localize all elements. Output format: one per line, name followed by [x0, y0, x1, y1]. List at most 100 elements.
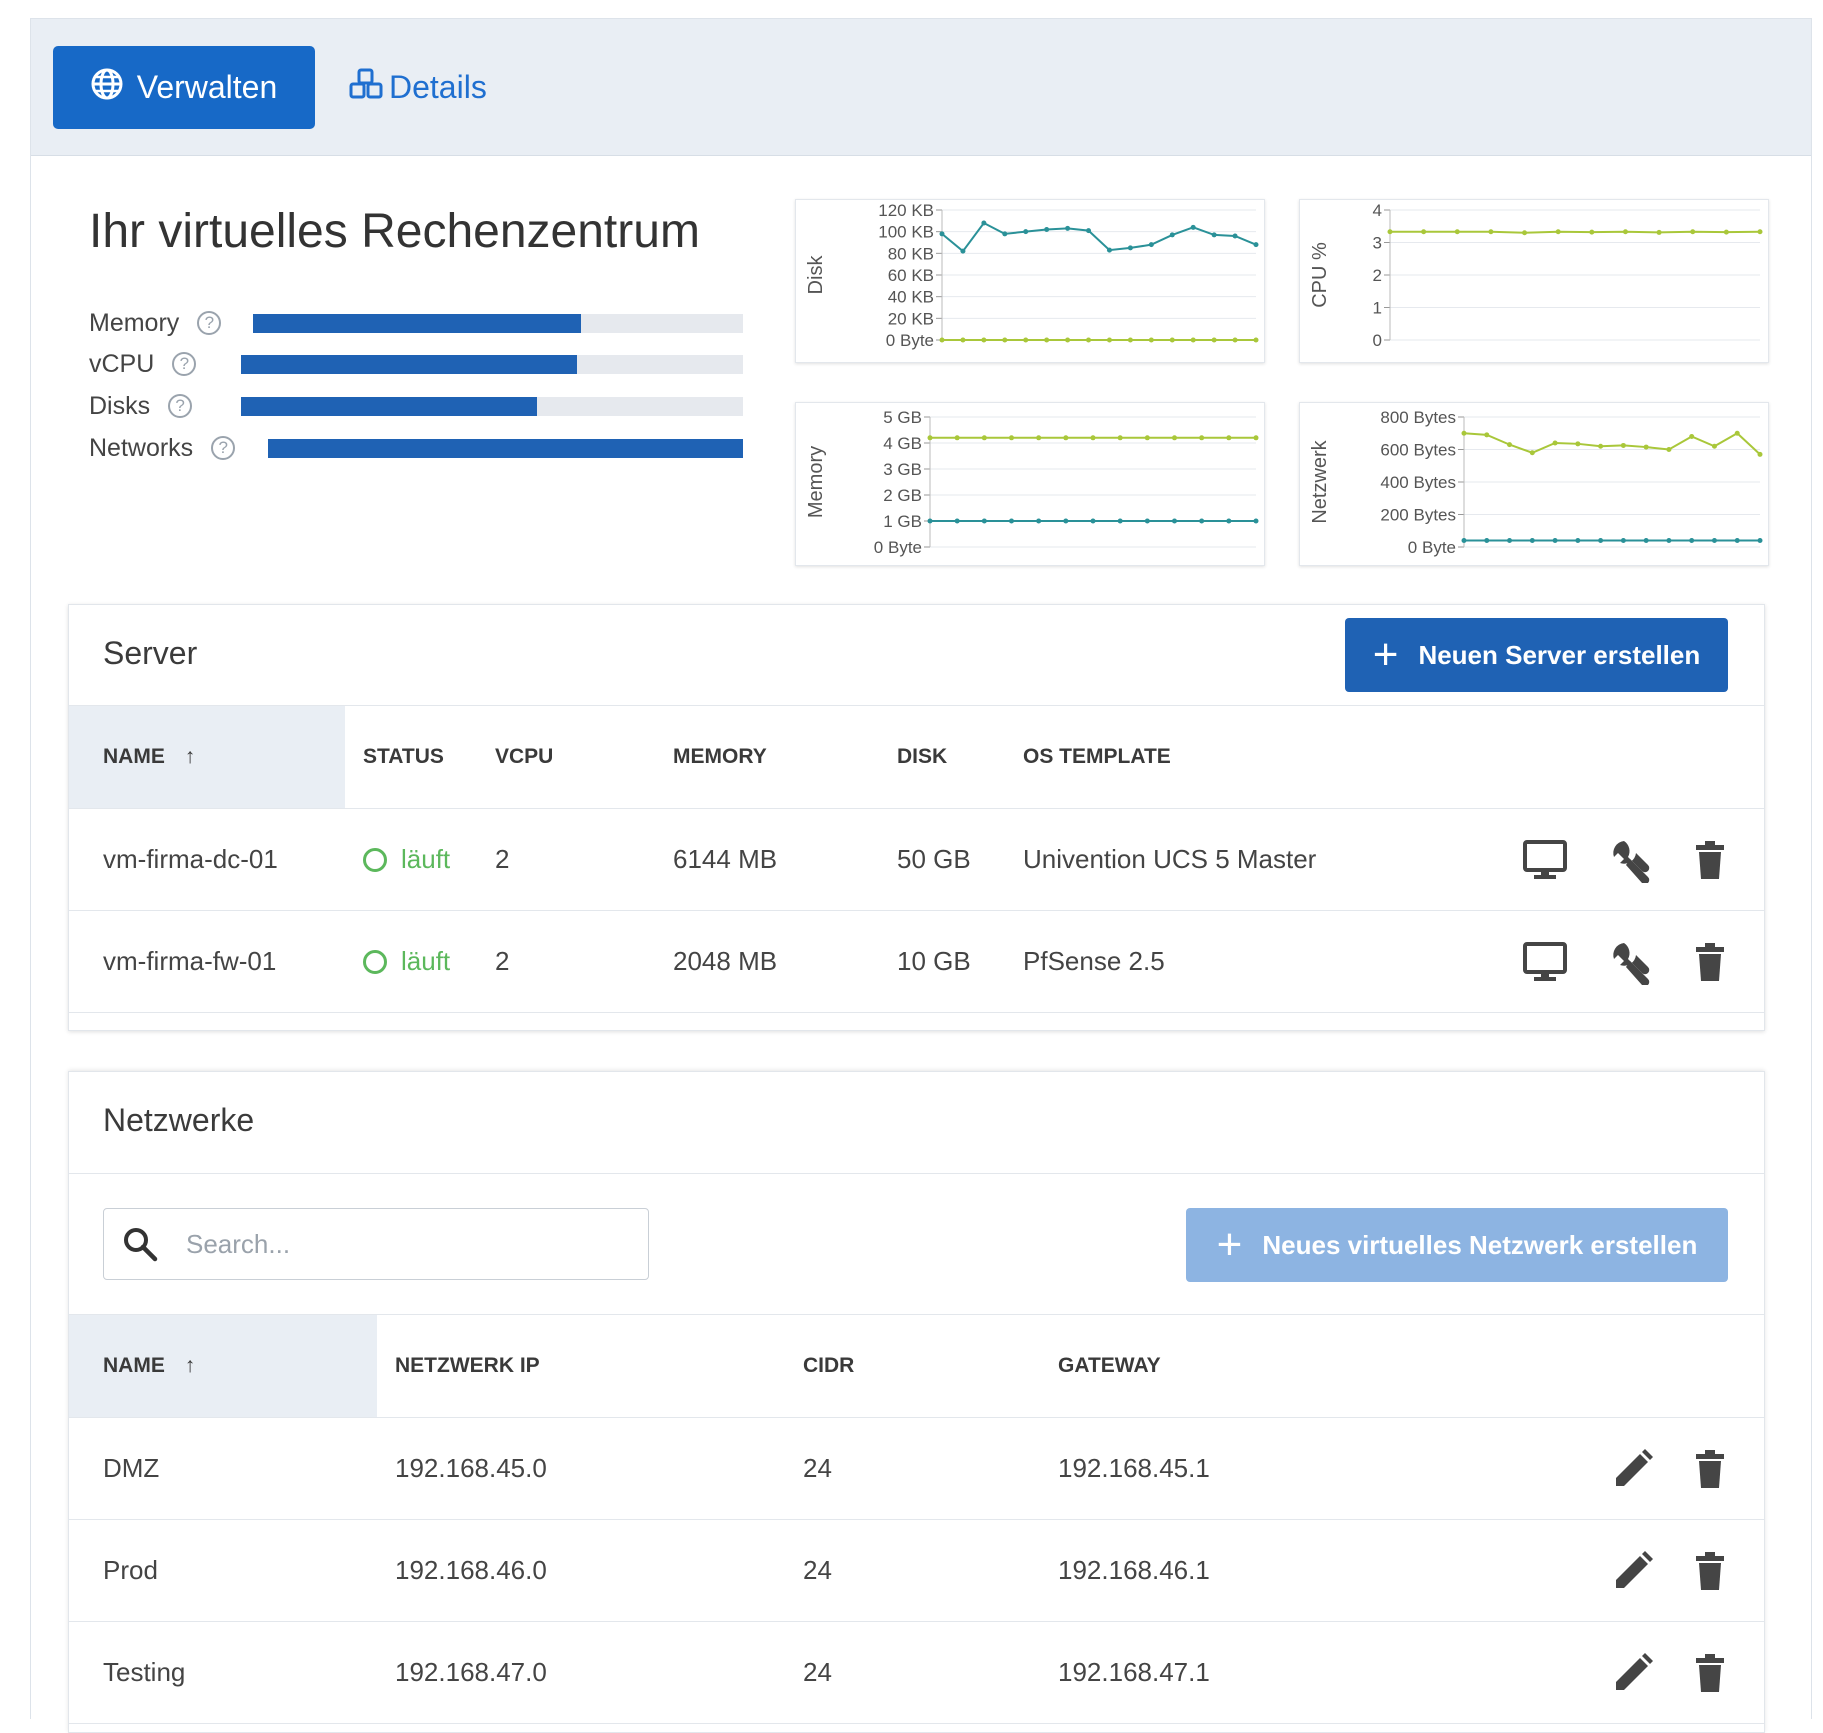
- table-row[interactable]: Prod 192.168.46.0 24 192.168.46.1: [69, 1519, 1764, 1622]
- table-row[interactable]: Testing 192.168.47.0 24 192.168.47.1: [69, 1621, 1764, 1724]
- cubes-icon: [349, 68, 383, 108]
- server-name[interactable]: vm-firma-fw-01: [69, 910, 345, 1013]
- page-title: Ihr virtuelles Rechenzentrum: [89, 205, 700, 258]
- network-name[interactable]: DMZ: [69, 1417, 377, 1520]
- data-point: [1023, 337, 1029, 343]
- table-row[interactable]: DMZ 192.168.45.0 24 192.168.45.1: [69, 1417, 1764, 1520]
- server-name[interactable]: vm-firma-dc-01: [69, 808, 345, 911]
- tick-label: 100 KB: [878, 223, 934, 242]
- vcpu-usage-fill: [241, 355, 578, 374]
- column-header-disk[interactable]: DISK: [897, 705, 1023, 809]
- data-point: [1723, 229, 1729, 235]
- create-server-button[interactable]: + Neuen Server erstellen: [1345, 618, 1728, 692]
- question-circle-icon[interactable]: ?: [168, 394, 193, 418]
- data-point: [1522, 230, 1528, 236]
- data-point: [954, 435, 960, 441]
- table-row[interactable]: vm-firma-fw-01 läuft 2 2048 MB 10 GB PfS…: [69, 910, 1764, 1013]
- trash-icon[interactable]: [1694, 1653, 1726, 1693]
- data-point: [1421, 229, 1427, 235]
- data-point: [1689, 538, 1695, 543]
- disk-chart: Disk 120 KB 100 KB 80 KB 60 KB 40 KB 20 KB 0 By…: [795, 199, 1265, 363]
- trash-icon[interactable]: [1694, 942, 1726, 982]
- data-point: [981, 435, 987, 441]
- column-header-cidr[interactable]: CIDR: [803, 1314, 1058, 1418]
- tick-label: 3: [1373, 234, 1382, 253]
- plus-icon: +: [1216, 1220, 1243, 1269]
- data-point: [1232, 233, 1238, 239]
- arrow-up-icon: ↑: [184, 1354, 196, 1377]
- trash-icon[interactable]: [1694, 840, 1726, 880]
- create-network-button[interactable]: + Neues virtuelles Netzwerk erstellen: [1186, 1208, 1728, 1282]
- tick-label: 800 Bytes: [1380, 408, 1456, 427]
- tick-label: 5 GB: [883, 408, 922, 427]
- question-circle-icon[interactable]: ?: [211, 436, 236, 460]
- data-point: [1199, 518, 1205, 524]
- question-circle-icon[interactable]: ?: [172, 352, 197, 376]
- data-point: [981, 337, 987, 343]
- network-name[interactable]: Testing: [69, 1621, 377, 1724]
- column-header-gateway[interactable]: GATEWAY: [1058, 1314, 1418, 1418]
- row-actions: [1418, 1519, 1764, 1622]
- data-point: [1086, 337, 1092, 343]
- series-line: [1463, 432, 1761, 456]
- monitor-icon[interactable]: [1522, 839, 1568, 881]
- search-input[interactable]: [184, 1227, 628, 1261]
- create-server-label: Neuen Server erstellen: [1418, 639, 1701, 670]
- tab-verwalten[interactable]: Verwalten: [53, 46, 315, 129]
- tab-details[interactable]: Details: [349, 46, 487, 129]
- data-point: [1065, 225, 1071, 231]
- network-chart: Netzwerk 800 Bytes 600 Bytes 400 Bytes 200 B…: [1299, 402, 1769, 566]
- data-point: [1656, 229, 1662, 235]
- data-point: [1589, 229, 1595, 235]
- wrench-icon[interactable]: [1608, 837, 1654, 883]
- monitor-icon[interactable]: [1522, 941, 1568, 983]
- pencil-icon[interactable]: [1612, 1550, 1654, 1592]
- resource-label: Memory: [89, 308, 180, 337]
- table-header-row: NAME ↑ NETZWERK IP CIDR GATEWAY: [69, 1314, 1764, 1418]
- data-point: [939, 337, 945, 343]
- data-point: [1199, 435, 1205, 441]
- data-point: [1211, 337, 1217, 343]
- table-row[interactable]: vm-firma-dc-01 läuft 2 6144 MB 50 GB Uni…: [69, 808, 1764, 911]
- resource-networks: Networks ?: [89, 431, 236, 465]
- pencil-icon[interactable]: [1612, 1448, 1654, 1490]
- search-field[interactable]: [103, 1208, 649, 1280]
- network-gateway: 192.168.46.1: [1058, 1519, 1418, 1622]
- networks-table: NAME ↑ NETZWERK IP CIDR GATEWAY DMZ 192.…: [69, 1314, 1764, 1724]
- column-header-actions: [1403, 705, 1764, 809]
- tick-label: 200 Bytes: [1380, 506, 1456, 525]
- wrench-icon[interactable]: [1608, 939, 1654, 985]
- data-point: [1734, 538, 1740, 543]
- trash-icon[interactable]: [1694, 1551, 1726, 1591]
- data-point: [1144, 435, 1150, 441]
- column-header-status[interactable]: STATUS: [345, 705, 495, 809]
- pencil-icon[interactable]: [1612, 1652, 1654, 1694]
- column-header-vcpu[interactable]: VCPU: [495, 705, 673, 809]
- data-point: [1226, 435, 1232, 441]
- column-header-name[interactable]: NAME ↑: [69, 1314, 377, 1418]
- chart-svg: Memory 5 GB 4 GB 3 GB 2 GB 1 GB 0 Byte: [805, 408, 1259, 557]
- trash-icon[interactable]: [1694, 1449, 1726, 1489]
- column-header-os-template[interactable]: OS TEMPLATE: [1023, 705, 1403, 809]
- networks-card-title: Netzwerke: [103, 1102, 255, 1138]
- network-name[interactable]: Prod: [69, 1519, 377, 1622]
- tab-verwalten-label: Verwalten: [136, 69, 278, 105]
- column-header-network-ip[interactable]: NETZWERK IP: [377, 1314, 803, 1418]
- data-point: [1757, 451, 1763, 457]
- memory-usage-bar: [253, 314, 743, 333]
- data-point: [1127, 245, 1133, 251]
- data-point: [1190, 337, 1196, 343]
- networks-usage-bar: [268, 439, 743, 458]
- data-point: [1117, 435, 1123, 441]
- chart-svg: Netzwerk 800 Bytes 600 Bytes 400 Bytes 200 B…: [1309, 408, 1763, 557]
- data-point: [1690, 229, 1696, 235]
- circle-status-icon: [363, 949, 387, 974]
- column-header-name[interactable]: NAME ↑: [69, 705, 345, 809]
- column-header-label: NAME: [103, 745, 165, 768]
- tick-label: 400 Bytes: [1380, 473, 1456, 492]
- question-circle-icon[interactable]: ?: [197, 311, 222, 335]
- network-gateway: 192.168.45.1: [1058, 1417, 1418, 1520]
- data-point: [1253, 337, 1259, 343]
- column-header-memory[interactable]: MEMORY: [673, 705, 897, 809]
- network-ip: 192.168.47.0: [377, 1621, 803, 1724]
